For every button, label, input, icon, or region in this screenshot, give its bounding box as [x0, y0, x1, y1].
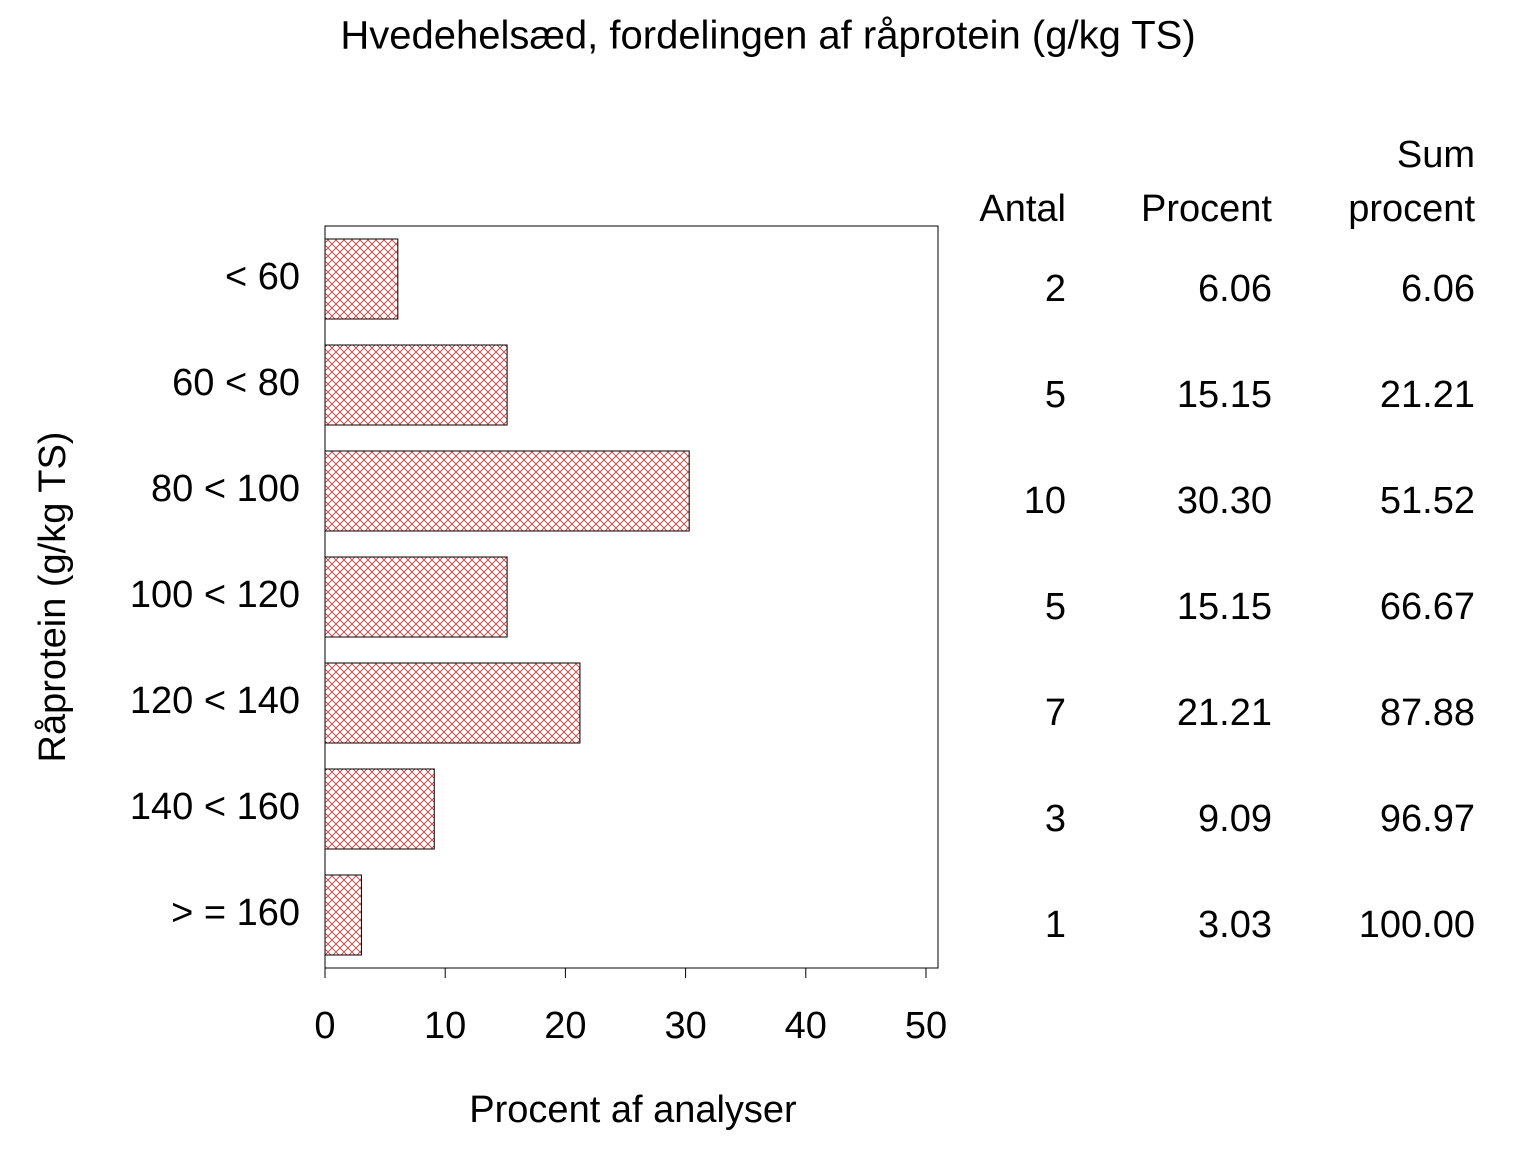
y-tick-label: 140 < 160: [130, 786, 300, 828]
bar: [324, 662, 581, 744]
table-cell: 2: [1045, 268, 1066, 310]
x-tick-label: 0: [314, 1005, 335, 1047]
table-cell: 96.97: [1380, 798, 1475, 840]
table-cell: 15.15: [1177, 374, 1272, 416]
table-header: Antal: [979, 188, 1066, 230]
y-tick-label: 60 < 80: [172, 362, 300, 404]
table-cell: 3: [1045, 798, 1066, 840]
table-cell: 87.88: [1380, 692, 1475, 734]
table-cell: 6.06: [1198, 268, 1272, 310]
table-cell: 9.09: [1198, 798, 1272, 840]
x-tick-label: 20: [544, 1005, 586, 1047]
table-cell: 21.21: [1177, 692, 1272, 734]
table-cell: 3.03: [1198, 904, 1272, 946]
x-tick-label: 30: [664, 1005, 706, 1047]
y-tick-label: 120 < 140: [130, 680, 300, 722]
table-cell: 6.06: [1401, 268, 1475, 310]
table-cell: 5: [1045, 374, 1066, 416]
table-cell: 10: [1024, 480, 1066, 522]
bar: [324, 874, 362, 956]
table-cell: 51.52: [1380, 480, 1475, 522]
bar: [324, 344, 508, 426]
table-cell: 21.21: [1380, 374, 1475, 416]
chart-title: Hvedehelsæd, fordelingen af råprotein (g…: [340, 14, 1195, 58]
table-cell: 15.15: [1177, 586, 1272, 628]
bar: [324, 450, 690, 532]
x-axis-label: Procent af analyser: [469, 1089, 797, 1131]
y-tick-label: 100 < 120: [130, 574, 300, 616]
x-tick-label: 50: [905, 1005, 947, 1047]
bar: [324, 238, 399, 320]
table-header: procent: [1348, 188, 1475, 230]
table-header: Procent: [1141, 188, 1272, 230]
table-cell: 66.67: [1380, 586, 1475, 628]
y-axis-label: Råprotein (g/kg TS): [32, 432, 74, 763]
table-cell: 5: [1045, 586, 1066, 628]
table-cell: 1: [1045, 904, 1066, 946]
x-tick-label: 40: [785, 1005, 827, 1047]
bar: [324, 768, 435, 850]
bar: [324, 556, 508, 638]
y-tick-label: < 60: [225, 256, 300, 298]
y-tick-label: 80 < 100: [151, 468, 300, 510]
table-header: Sum: [1397, 134, 1475, 176]
x-tick-label: 10: [424, 1005, 466, 1047]
y-tick-label: > = 160: [171, 892, 300, 934]
table-cell: 7: [1045, 692, 1066, 734]
table-cell: 100.00: [1359, 904, 1475, 946]
table-cell: 30.30: [1177, 480, 1272, 522]
